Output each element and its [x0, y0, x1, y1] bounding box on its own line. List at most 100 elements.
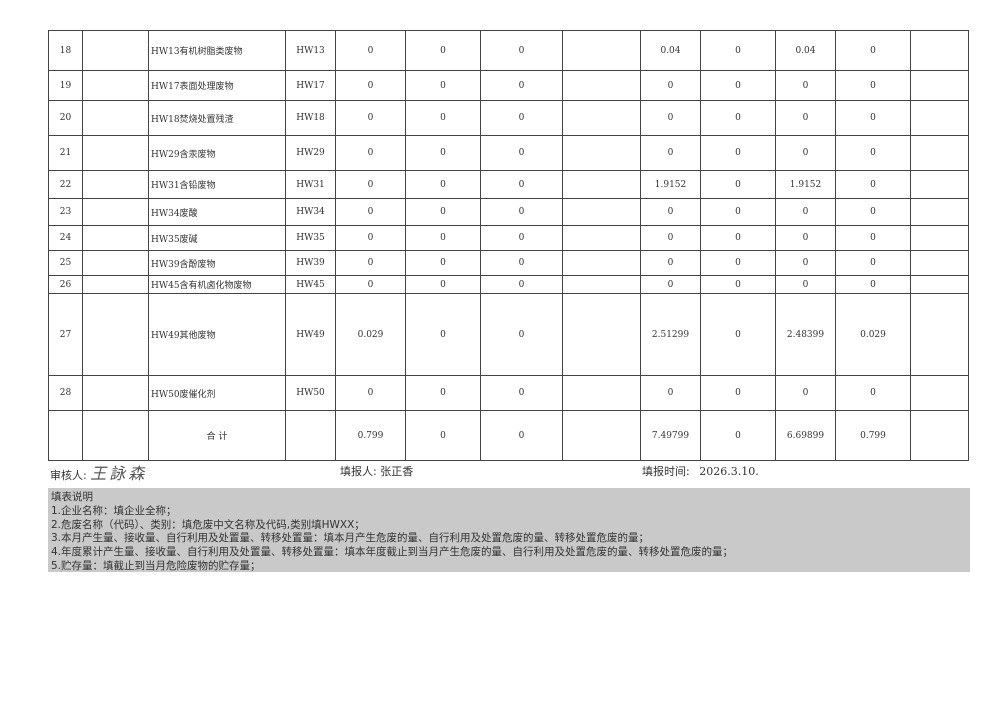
row-number: [48, 410, 83, 461]
value-cell: 0: [835, 250, 911, 276]
value-cell: [910, 170, 969, 199]
value-cell: 0: [480, 293, 563, 376]
value-cell: 0: [480, 170, 563, 199]
total-value: 7.49799: [640, 410, 701, 461]
waste-name: HW34废酸: [148, 198, 286, 226]
table-row: 18 HW13有机树脂类废物 HW13 0 0 0 0.04 0 0.04 0: [48, 30, 969, 71]
value-cell: 0: [700, 275, 776, 294]
value-cell: 0: [640, 100, 701, 136]
value-cell: 0: [335, 225, 406, 251]
value-cell: 0: [835, 225, 911, 251]
row-number: 21: [48, 135, 83, 171]
waste-name: HW39含酚废物: [148, 250, 286, 276]
value-cell: 0: [700, 100, 776, 136]
table-row: 23 HW34废酸 HW34 0 0 0 0 0 0 0: [48, 198, 969, 226]
category-cell: [82, 170, 149, 199]
waste-code: HW50: [285, 375, 336, 411]
waste-code: HW29: [285, 135, 336, 171]
value-cell: [910, 198, 969, 226]
value-cell: [562, 225, 641, 251]
value-cell: 0: [835, 375, 911, 411]
value-cell: [910, 100, 969, 136]
row-number: 26: [48, 275, 83, 294]
value-cell: 0: [480, 225, 563, 251]
waste-name: HW31含铅废物: [148, 170, 286, 199]
waste-name: HW45含有机卤化物废物: [148, 275, 286, 294]
value-cell: 0: [835, 170, 911, 199]
value-cell: 0: [405, 293, 481, 376]
total-value: 0: [480, 410, 563, 461]
category-cell: [82, 100, 149, 136]
total-value: 6.69899: [775, 410, 836, 461]
value-cell: 0: [700, 30, 776, 71]
waste-name: HW29含汞废物: [148, 135, 286, 171]
value-cell: [910, 225, 969, 251]
total-value: [910, 410, 969, 461]
instruction-item: 2.危废名称（代码）、类别：填危废中文名称及代码,类别填HWXX；: [51, 518, 365, 531]
waste-name: HW18焚烧处置残渣: [148, 100, 286, 136]
value-cell: [562, 275, 641, 294]
table-row: 22 HW31含铅废物 HW31 0 0 0 1.9152 0 1.9152 0: [48, 170, 969, 199]
reviewer: 审核人: 王詠森: [50, 460, 147, 484]
value-cell: 2.48399: [775, 293, 836, 376]
row-number: 28: [48, 375, 83, 411]
value-cell: 0: [480, 198, 563, 226]
value-cell: 0: [700, 250, 776, 276]
total-value: 0.799: [835, 410, 911, 461]
value-cell: [910, 30, 969, 71]
table-row: 20 HW18焚烧处置残渣 HW18 0 0 0 0 0 0 0: [48, 100, 969, 136]
value-cell: 1.9152: [775, 170, 836, 199]
value-cell: 0: [335, 375, 406, 411]
value-cell: [562, 30, 641, 71]
value-cell: 0: [335, 30, 406, 71]
table-row: 28 HW50废催化剂 HW50 0 0 0 0 0 0 0: [48, 375, 969, 411]
filler-label: 填报人:: [340, 465, 377, 478]
value-cell: [562, 293, 641, 376]
value-cell: 0: [775, 135, 836, 171]
value-cell: 0: [405, 375, 481, 411]
value-cell: [562, 70, 641, 101]
value-cell: 0: [835, 275, 911, 294]
total-row: 合 计 0.799 0 0 7.49799 0 6.69899 0.799: [48, 410, 969, 461]
value-cell: 0: [775, 100, 836, 136]
waste-code: HW18: [285, 100, 336, 136]
value-cell: 0: [480, 375, 563, 411]
value-cell: 0: [640, 375, 701, 411]
date-label: 填报时间:: [642, 465, 690, 478]
value-cell: 0: [335, 170, 406, 199]
waste-code: HW31: [285, 170, 336, 199]
total-value: 0: [700, 410, 776, 461]
reviewer-label: 审核人:: [50, 469, 87, 482]
value-cell: 0: [405, 225, 481, 251]
waste-name: HW49其他废物: [148, 293, 286, 376]
filler: 填报人: 张正香: [340, 463, 413, 479]
value-cell: [562, 250, 641, 276]
value-cell: 0: [640, 135, 701, 171]
value-cell: 0: [480, 250, 563, 276]
instructions-title: 填表说明: [51, 491, 93, 503]
value-cell: 0: [640, 225, 701, 251]
table-row: 25 HW39含酚废物 HW39 0 0 0 0 0 0 0: [48, 250, 969, 276]
value-cell: 0: [835, 198, 911, 226]
value-cell: 0: [405, 170, 481, 199]
table-row: 21 HW29含汞废物 HW29 0 0 0 0 0 0 0: [48, 135, 969, 171]
value-cell: 0: [405, 275, 481, 294]
value-cell: 0: [775, 375, 836, 411]
row-number: 20: [48, 100, 83, 136]
value-cell: [910, 70, 969, 101]
value-cell: 0: [700, 198, 776, 226]
total-label: 合 计: [148, 410, 286, 461]
waste-code: HW17: [285, 70, 336, 101]
row-number: 27: [48, 293, 83, 376]
value-cell: 0: [775, 70, 836, 101]
value-cell: 0: [335, 275, 406, 294]
reviewer-signature: 王詠森: [90, 464, 148, 483]
value-cell: 0: [480, 100, 563, 136]
table-row: 27 HW49其他废物 HW49 0.029 0 0 2.51299 0 2.48399 0.02…: [48, 293, 969, 376]
value-cell: [910, 135, 969, 171]
waste-code: HW34: [285, 198, 336, 226]
value-cell: 0: [700, 293, 776, 376]
value-cell: 1.9152: [640, 170, 701, 199]
category-cell: [82, 30, 149, 71]
value-cell: 0: [480, 30, 563, 71]
